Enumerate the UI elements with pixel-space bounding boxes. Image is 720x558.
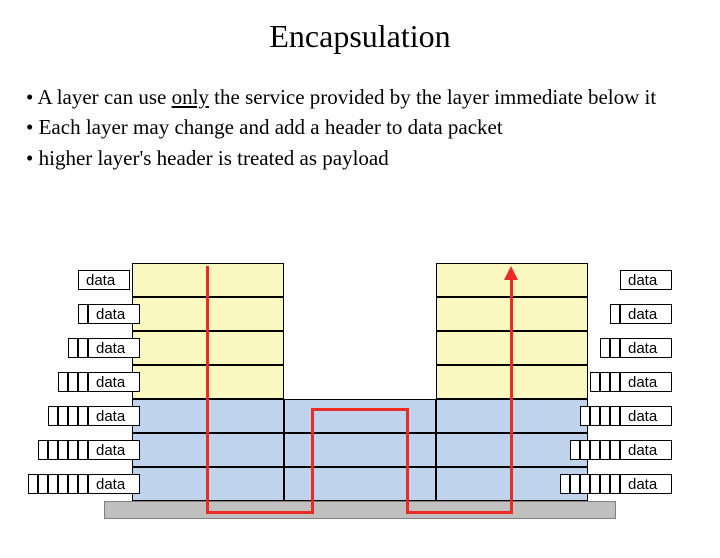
path-down-mid-right <box>406 408 409 514</box>
right-data-0: data <box>628 272 657 289</box>
left-hdr-5f <box>38 440 48 460</box>
left-hdr-3d <box>58 372 68 392</box>
right-hdr-5b <box>610 440 620 460</box>
left-hdr-1b <box>78 304 88 324</box>
right-hdr-1b <box>610 304 620 324</box>
right-hdr-6d <box>590 474 600 494</box>
left-hdr-4d <box>58 406 68 426</box>
right-hdr-6g <box>560 474 570 494</box>
path-arrowhead <box>504 266 518 280</box>
right-hdr-6e <box>580 474 590 494</box>
right-hdr-4d <box>590 406 600 426</box>
left-hdr-6b <box>78 474 88 494</box>
right-hdr-6b <box>610 474 620 494</box>
right-hdr-3d <box>590 372 600 392</box>
right-data-2: data <box>628 340 657 357</box>
left-hdr-5c <box>68 440 78 460</box>
bullet-2: Each layer may change and add a header t… <box>26 113 690 141</box>
path-up-right <box>510 278 513 514</box>
left-hdr-6g <box>28 474 38 494</box>
left-data-2: data <box>96 340 125 357</box>
right-hdr-4b <box>610 406 620 426</box>
right-hdr-4c <box>600 406 610 426</box>
left-hdr-2c <box>68 338 78 358</box>
left-hdr-6d <box>58 474 68 494</box>
right-hdr-3c <box>600 372 610 392</box>
bullet-1: A layer can use only the service provide… <box>26 83 690 111</box>
left-hdr-3c <box>68 372 78 392</box>
right-hdr-2c <box>600 338 610 358</box>
left-hdr-4b <box>78 406 88 426</box>
left-hdr-5e <box>48 440 58 460</box>
left-data-5: data <box>96 442 125 459</box>
path-mid-top <box>311 408 409 411</box>
left-hdr-5b <box>78 440 88 460</box>
right-hdr-6c <box>600 474 610 494</box>
page-title: Encapsulation <box>0 18 720 55</box>
left-hdr-3b <box>78 372 88 392</box>
right-hdr-2b <box>610 338 620 358</box>
right-data-4: data <box>628 408 657 425</box>
right-data-1: data <box>628 306 657 323</box>
left-hdr-6f <box>38 474 48 494</box>
path-down-left <box>206 266 209 514</box>
sub-bullet-1: higher layer's header is treated as payl… <box>26 144 690 172</box>
right-data-5: data <box>628 442 657 459</box>
left-data-1: data <box>96 306 125 323</box>
left-data-3: data <box>96 374 125 391</box>
left-hdr-2b <box>78 338 88 358</box>
mid-row-0 <box>284 399 436 433</box>
left-data-4: data <box>96 408 125 425</box>
left-hdr-4e <box>48 406 58 426</box>
left-data-6: data <box>96 476 125 493</box>
bullet-list: A layer can use only the service provide… <box>26 83 690 172</box>
path-up-mid-left <box>311 408 314 514</box>
left-hdr-6e <box>48 474 58 494</box>
right-hdr-5f <box>570 440 580 460</box>
bullet-1-underline: only <box>172 85 209 109</box>
mid-row-1 <box>284 433 436 467</box>
path-bottom <box>206 511 314 514</box>
base-platform <box>104 501 616 519</box>
left-data-0: data <box>86 272 115 289</box>
right-data-6: data <box>628 476 657 493</box>
mid-row-2 <box>284 467 436 501</box>
encapsulation-diagram: data data data data data data data data … <box>0 260 720 540</box>
bullet-1-b: the service provided by the layer immedi… <box>209 85 656 109</box>
right-hdr-5c <box>600 440 610 460</box>
right-hdr-3b <box>610 372 620 392</box>
right-hdr-4e <box>580 406 590 426</box>
right-hdr-5e <box>580 440 590 460</box>
right-hdr-5d <box>590 440 600 460</box>
left-hdr-6c <box>68 474 78 494</box>
path-bottom-2 <box>406 511 513 514</box>
bullet-1-a: A layer can use <box>37 85 171 109</box>
left-hdr-5d <box>58 440 68 460</box>
left-hdr-4c <box>68 406 78 426</box>
right-data-3: data <box>628 374 657 391</box>
right-hdr-6f <box>570 474 580 494</box>
